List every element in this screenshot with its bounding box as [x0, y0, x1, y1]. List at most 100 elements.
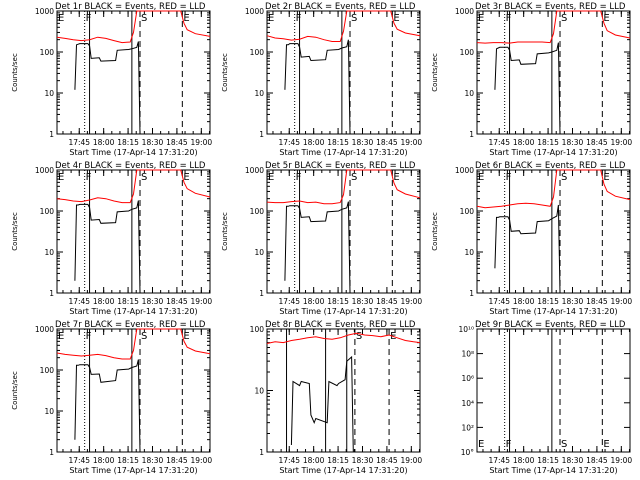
x-tick-label: 18:00	[93, 456, 115, 465]
chart-title: Det 8r BLACK = Events, RED = LLD	[265, 320, 416, 330]
x-tick-label: 17:45	[278, 297, 300, 306]
event-marker-label: F	[86, 172, 92, 183]
x-axis-label: Start Time (17-Apr-14 17:31:20)	[69, 307, 197, 316]
x-tick-label: 18:00	[93, 138, 115, 147]
y-tick-label: 100	[460, 207, 475, 216]
x-tick-label: 18:45	[166, 456, 188, 465]
event-marker-label: E	[393, 172, 399, 183]
chart-panel: Det 4r BLACK = Events, RED = LLD Start Ti…	[11, 161, 212, 316]
lld-series-line	[266, 332, 421, 344]
x-tick-label: 17:45	[488, 138, 510, 147]
x-tick-label: 18:15	[537, 297, 559, 306]
lld-series-line	[266, 169, 421, 205]
x-tick-label: 18:15	[537, 138, 559, 147]
event-marker-label: S	[561, 439, 567, 450]
x-axis-label: Start Time (17-Apr-14 17:31:20)	[279, 307, 407, 316]
event-marker-label: F	[506, 172, 512, 183]
x-axis-label: Start Time (17-Apr-14 17:31:20)	[489, 148, 617, 157]
y-tick-label: 10	[464, 248, 474, 257]
y-axis-label: Counts/sec	[431, 53, 439, 92]
x-tick-label: 17:45	[488, 297, 510, 306]
chart-title: Det 2r BLACK = Events, RED = LLD	[265, 2, 416, 12]
x-tick-label: 17:45	[278, 456, 300, 465]
y-tick-label: 1000	[35, 7, 54, 16]
chart-title: Det 4r BLACK = Events, RED = LLD	[55, 161, 206, 171]
event-marker-label: E	[183, 331, 189, 342]
chart-panel: Det 6r BLACK = Events, RED = LLD Start Ti…	[431, 161, 632, 316]
y-tick-label: 100	[250, 207, 265, 216]
x-tick-label: 17:45	[68, 456, 90, 465]
x-tick-label: 18:00	[303, 456, 325, 465]
y-axis-label: Counts/sec	[431, 212, 439, 251]
event-marker-label: F	[296, 13, 302, 24]
x-axis-label: Start Time (17-Apr-14 17:31:20)	[279, 148, 407, 157]
y-tick-label: 10	[44, 89, 54, 98]
x-tick-label: 17:45	[488, 456, 510, 465]
plot-frame	[476, 328, 631, 453]
event-marker-label: F	[506, 439, 512, 450]
chart-panel: Det 5r BLACK = Events, RED = LLD Start Ti…	[221, 161, 422, 316]
lld-series-line	[56, 169, 211, 204]
x-tick-label: 18:15	[327, 297, 349, 306]
y-tick-label: 10	[254, 248, 264, 257]
y-tick-label: 1000	[35, 166, 54, 175]
y-tick-label: 1000	[245, 166, 264, 175]
chart-panel: Det 1r BLACK = Events, RED = LLD Start Ti…	[11, 2, 212, 157]
event-marker-label: E	[603, 439, 609, 450]
y-tick-label: 10	[254, 89, 264, 98]
event-marker-label: E	[478, 439, 484, 450]
event-marker-label: S	[561, 172, 567, 183]
x-tick-label: 18:45	[586, 297, 608, 306]
x-tick-label: 18:45	[586, 138, 608, 147]
event-marker-label: F	[86, 331, 92, 342]
y-tick-label: 1	[469, 289, 474, 298]
events-series-line	[74, 200, 142, 294]
chart-panel: Det 8r BLACK = Events, RED = LLD Start Ti…	[250, 320, 423, 475]
x-tick-label: 18:00	[93, 297, 115, 306]
y-tick-label: 100	[40, 366, 55, 375]
chart-title: Det 9r BLACK = Events, RED = LLD	[475, 320, 626, 330]
y-tick-label: 10⁸	[461, 350, 474, 359]
events-series-line	[290, 355, 354, 453]
x-tick-label: 19:00	[611, 456, 633, 465]
x-tick-label: 18:30	[352, 138, 374, 147]
events-series-line	[494, 204, 562, 294]
event-marker-label: E	[58, 13, 64, 24]
x-tick-label: 19:00	[611, 138, 633, 147]
plot-frame	[56, 328, 211, 453]
chart-panel: Det 3r BLACK = Events, RED = LLD Start Ti…	[431, 2, 632, 157]
y-tick-label: 1000	[455, 7, 474, 16]
events-series-line	[74, 41, 142, 135]
x-tick-label: 18:00	[303, 138, 325, 147]
x-tick-label: 18:30	[562, 138, 584, 147]
x-tick-label: 18:00	[513, 297, 535, 306]
x-tick-label: 18:30	[562, 297, 584, 306]
y-tick-label: 10	[44, 248, 54, 257]
event-marker-label: E	[478, 13, 484, 24]
lld-series-line	[56, 328, 211, 360]
y-tick-label: 1000	[455, 166, 474, 175]
events-series-line	[494, 42, 562, 135]
event-marker-label: S	[141, 13, 147, 24]
x-axis-label: Start Time (17-Apr-14 17:31:20)	[279, 466, 407, 475]
y-tick-label: 10⁶	[461, 374, 474, 383]
x-tick-label: 18:15	[327, 456, 349, 465]
x-tick-label: 17:45	[278, 138, 300, 147]
chart-title: Det 3r BLACK = Events, RED = LLD	[475, 2, 626, 12]
x-tick-label: 17:45	[68, 138, 90, 147]
event-marker-label: F	[86, 13, 92, 24]
x-axis-label: Start Time (17-Apr-14 17:31:20)	[69, 148, 197, 157]
y-tick-label: 100	[460, 48, 475, 57]
lld-series-line	[476, 169, 631, 209]
plot-frame	[476, 10, 631, 135]
event-marker-label: E	[393, 13, 399, 24]
y-axis-label: Counts/sec	[11, 212, 19, 251]
event-marker-label: E	[268, 172, 274, 183]
event-marker-label: E	[183, 13, 189, 24]
events-series-line	[284, 201, 352, 294]
plot-frame	[56, 169, 211, 294]
lld-series-line	[56, 10, 211, 44]
y-tick-label: 10	[464, 89, 474, 98]
x-tick-label: 18:45	[586, 456, 608, 465]
